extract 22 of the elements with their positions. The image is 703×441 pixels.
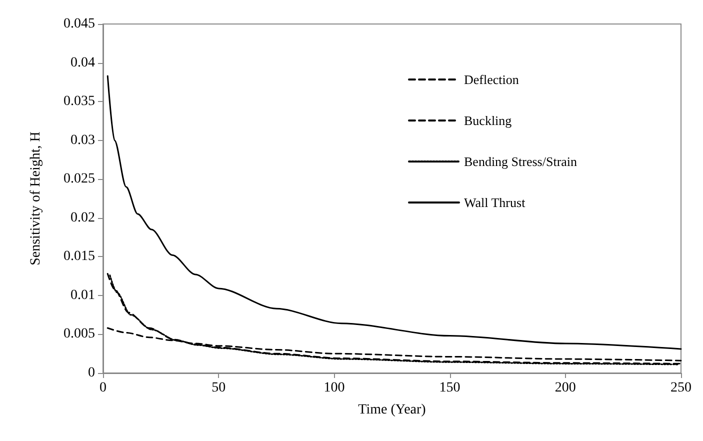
x-axis-title: Time (Year): [358, 402, 426, 418]
y-tick-label: 0.01: [70, 288, 95, 303]
legend-label: Bending Stress/Strain: [464, 154, 578, 169]
x-tick-label: 100: [324, 380, 345, 396]
y-tick-label: 0.02: [70, 210, 95, 226]
y-tick-label: 0.03: [70, 132, 95, 148]
y-tick-label: 0.04: [70, 55, 95, 70]
y-tick-label: 0.015: [64, 249, 95, 264]
y-tick-label: 0: [88, 366, 95, 380]
legend-label: Wall Thrust: [464, 195, 526, 210]
legend-label: Buckling: [464, 113, 512, 128]
x-tick-label: 50: [212, 380, 226, 396]
y-tick-label: 0.025: [64, 172, 95, 187]
y-tick-label: 0.035: [64, 94, 95, 110]
x-tick-label: 200: [554, 380, 576, 396]
y-tick-label: 0.005: [64, 326, 95, 342]
y-tick-label: 0.045: [64, 16, 95, 32]
x-tick-label: 0: [100, 380, 106, 396]
x-tick-label: 250: [670, 380, 692, 396]
x-tick-label: 150: [439, 380, 460, 396]
y-axis-title: Sensitivity of Height, H: [28, 132, 44, 266]
legend-label: Deflection: [464, 72, 520, 87]
